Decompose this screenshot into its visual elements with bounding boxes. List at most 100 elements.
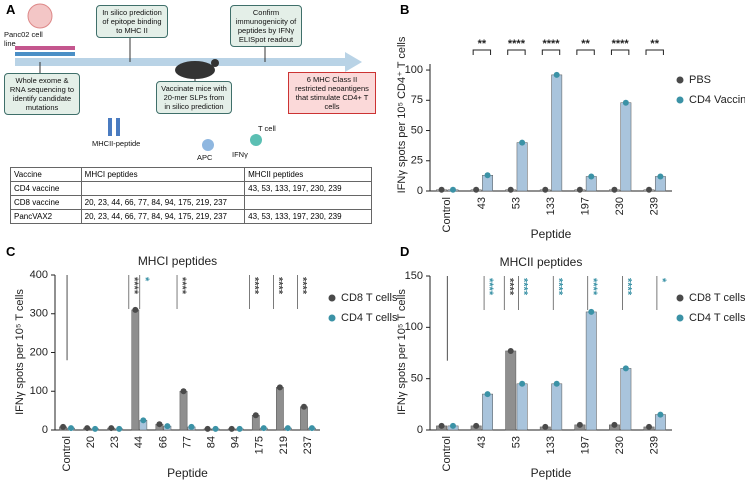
step-box: Confirm immunogenicity of peptides by IF…: [230, 5, 302, 47]
significance: *: [656, 278, 668, 283]
point: [519, 380, 526, 387]
point: [473, 186, 480, 193]
x-tick-label: 230: [614, 436, 626, 454]
point: [108, 425, 115, 432]
point: [576, 421, 583, 428]
point: [180, 388, 187, 395]
y-tick-label: 100: [30, 385, 48, 397]
step-box: In silico prediction of epitope binding …: [96, 5, 168, 38]
bar: [131, 309, 140, 431]
legend-marker: [676, 314, 684, 322]
point: [507, 186, 514, 193]
point: [140, 417, 147, 424]
chart-title: MHCII peptides: [500, 255, 583, 269]
dna: [15, 46, 75, 56]
significance: **: [581, 38, 590, 50]
legend-marker: [328, 294, 336, 302]
x-tick-label: 237: [302, 436, 314, 454]
x-tick-label: 43: [476, 197, 488, 209]
legend-label: CD4 Vaccine: [689, 94, 745, 106]
table-cell: 20, 23, 44, 66, 77, 84, 94, 175, 219, 23…: [80, 195, 246, 210]
significance: **: [478, 38, 487, 50]
point: [576, 186, 583, 193]
y-tick-label: 150: [405, 270, 423, 282]
point: [132, 306, 139, 313]
timeline: [15, 58, 345, 66]
significance: ****: [503, 278, 515, 296]
point: [519, 139, 526, 146]
point: [484, 391, 491, 398]
significance: **: [650, 38, 659, 50]
table-cell: 43, 53, 133, 197, 230, 239: [244, 209, 372, 224]
point: [188, 423, 195, 430]
point: [116, 425, 123, 432]
point: [300, 403, 307, 410]
point: [553, 71, 560, 78]
x-tick-label: 53: [510, 436, 522, 448]
bar: [551, 383, 563, 431]
significance: ****: [248, 277, 260, 295]
table-cell: CD4 vaccine: [10, 181, 82, 196]
x-tick-label: 197: [579, 436, 591, 454]
point: [657, 173, 664, 180]
legend-label: CD8 T cells: [689, 292, 745, 304]
point: [68, 425, 75, 432]
y-tick-label: 400: [30, 269, 48, 281]
vaccine-table: Vaccine MHCI peptides MHCII peptides CD4 va…: [10, 167, 372, 224]
legend-marker: [676, 96, 684, 104]
x-tick-label: 175: [254, 436, 266, 454]
bar: [505, 350, 517, 431]
x-tick-label: 53: [510, 197, 522, 209]
point: [507, 347, 514, 354]
table-cell: Vaccine: [10, 167, 82, 182]
panel-label: C: [6, 244, 16, 259]
significance: ****: [483, 278, 495, 296]
y-axis-label: IFNγ spots per 10⁵ T cells: [14, 289, 26, 415]
bar: [585, 311, 597, 431]
apc-label: APC: [197, 153, 213, 162]
point: [611, 186, 618, 193]
panel-label: D: [400, 244, 410, 259]
bar: [516, 142, 528, 192]
point: [204, 425, 211, 432]
point: [164, 423, 171, 430]
table-row: CD4 vaccine 43, 53, 133, 197, 230, 239: [10, 181, 372, 196]
y-tick-label: 100: [405, 64, 423, 76]
significance: ****: [297, 277, 309, 295]
bar: [300, 406, 308, 431]
significance: ****: [128, 277, 140, 295]
y-axis-label: IFNγ spots per 10⁵ T cells: [396, 289, 408, 415]
significance: ****: [508, 38, 526, 50]
y-tick-label: 25: [411, 155, 423, 167]
bar: [620, 102, 632, 192]
point: [156, 421, 163, 428]
significance: *: [139, 277, 151, 282]
table-cell: MHCII peptides: [244, 167, 372, 182]
significance: ****: [542, 38, 560, 50]
point: [588, 308, 595, 315]
point: [646, 186, 653, 193]
x-axis-label: Peptide: [531, 227, 572, 241]
x-tick-label: 239: [649, 197, 661, 215]
significance-bracket: [541, 49, 561, 55]
point: [588, 173, 595, 180]
point: [646, 423, 653, 430]
y-tick-label: 50: [411, 124, 423, 136]
point: [60, 423, 67, 430]
point: [449, 186, 456, 193]
x-tick-label: 43: [476, 436, 488, 448]
point: [276, 384, 283, 391]
x-tick-label: Control: [61, 436, 73, 471]
x-tick-label: 133: [545, 436, 557, 454]
bar: [179, 391, 188, 431]
table-cell: [244, 195, 372, 210]
point: [84, 425, 91, 432]
mhc-label: MHCII-peptide: [92, 139, 141, 148]
significance: ****: [518, 278, 530, 296]
legend-label: CD4 T cells: [689, 312, 745, 324]
significance: ****: [621, 278, 633, 296]
point: [236, 425, 243, 432]
table-cell: [80, 181, 246, 196]
significance: ****: [176, 277, 188, 295]
table-cell: 20, 23, 44, 66, 77, 84, 94, 175, 219, 23…: [80, 209, 246, 224]
